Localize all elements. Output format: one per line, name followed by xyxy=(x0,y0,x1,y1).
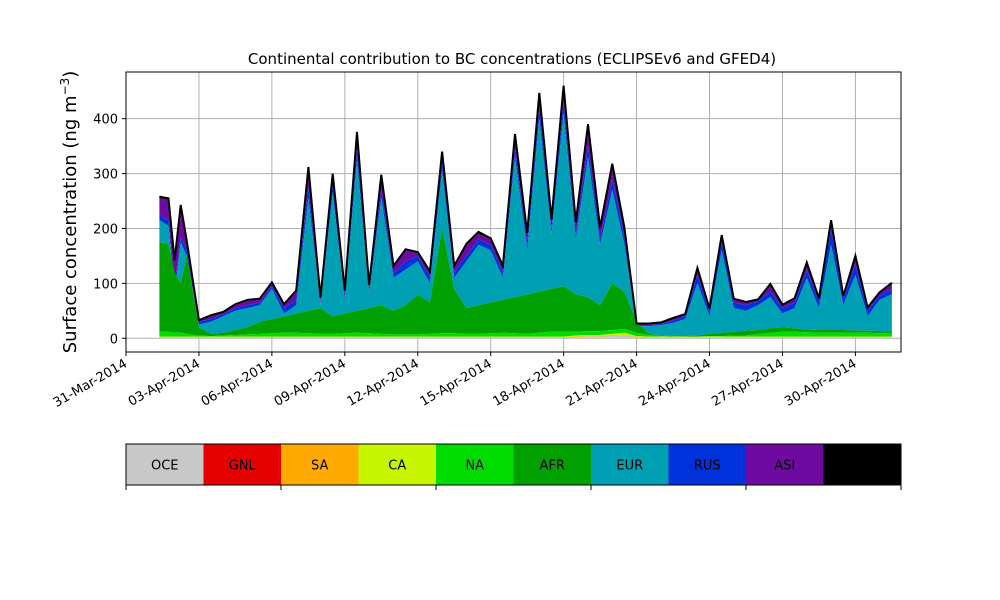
legend-label-afr: AFR xyxy=(540,459,565,474)
area-asi xyxy=(159,88,892,326)
x-tick-label: 24-Apr-2014 xyxy=(636,356,713,409)
legend-label-eur: EUR xyxy=(616,459,643,474)
x-tick-label: 30-Apr-2014 xyxy=(782,356,859,409)
area-oce xyxy=(159,335,892,339)
y-tick-label: 100 xyxy=(93,277,118,292)
x-tick-label: 18-Apr-2014 xyxy=(491,356,568,409)
area-sa xyxy=(159,335,892,338)
y-axis-label-close: ) xyxy=(60,71,81,78)
legend-label-asi: ASI xyxy=(774,459,795,474)
legend-frame xyxy=(125,443,902,486)
legend-swatch-aus xyxy=(823,444,901,485)
legend-swatch-ca xyxy=(358,444,436,485)
legend-swatch-rus xyxy=(668,444,746,485)
y-axis-label-main: Surface concentration (ng m xyxy=(60,95,81,353)
legend-label-aus: AUS xyxy=(849,459,876,474)
y-tick-label: 300 xyxy=(93,168,118,183)
chart-title: Continental contribution to BC concentra… xyxy=(248,50,776,68)
x-tick-label: 06-Apr-2014 xyxy=(199,356,276,409)
x-axis: 31-Mar-201403-Apr-201406-Apr-201409-Apr-… xyxy=(51,352,859,411)
area-eur xyxy=(159,113,892,337)
legend-label-sa: SA xyxy=(311,459,328,474)
plot-area: 0 100 200 300 400 31-Mar-201403-Apr-201406-A… xyxy=(51,71,902,411)
stacked-areas xyxy=(159,85,893,339)
legend-label-na: NA xyxy=(465,459,484,474)
legend-swatch-eur xyxy=(591,444,669,485)
legend-label-oce: OCE xyxy=(151,459,179,474)
area-rus xyxy=(159,102,892,327)
area-afr xyxy=(159,228,892,337)
x-tick-label: 21-Apr-2014 xyxy=(563,356,640,409)
x-tick-label: 12-Apr-2014 xyxy=(345,356,422,409)
x-tick-label: 15-Apr-2014 xyxy=(418,356,495,409)
legend-swatch-oce xyxy=(126,444,204,485)
x-tick-label: 09-Apr-2014 xyxy=(272,356,349,409)
y-axis: 0 100 200 300 400 xyxy=(93,113,126,347)
area-ca xyxy=(159,332,892,338)
y-axis-label: Surface concentration (ng m−3) xyxy=(58,71,81,354)
x-tick-label: 31-Mar-2014 xyxy=(51,356,130,410)
area-na xyxy=(159,328,892,337)
legend-swatch-asi xyxy=(746,444,824,485)
legend-swatch-afr xyxy=(513,444,591,485)
y-tick-label: 200 xyxy=(93,222,118,237)
total-line xyxy=(159,85,893,325)
legend-label-rus: RUS xyxy=(694,459,721,474)
x-tick-label: 27-Apr-2014 xyxy=(709,356,786,409)
x-tick-label: 03-Apr-2014 xyxy=(126,356,203,409)
y-axis-label-exponent: −3 xyxy=(58,78,72,96)
legend-swatch-na xyxy=(436,444,514,485)
legend-swatch-gnl xyxy=(203,444,281,485)
legend-label-ca: CA xyxy=(388,459,406,474)
legend-label-gnl: GNL xyxy=(229,459,257,474)
y-tick-label: 400 xyxy=(93,113,118,128)
plot-frame xyxy=(125,71,902,353)
legend-colorbar: OCE GNL SA CA NA AFR EUR RUS ASI AUS xyxy=(125,443,902,490)
legend-swatch-sa xyxy=(281,444,359,485)
y-tick-label: 0 xyxy=(110,332,118,347)
